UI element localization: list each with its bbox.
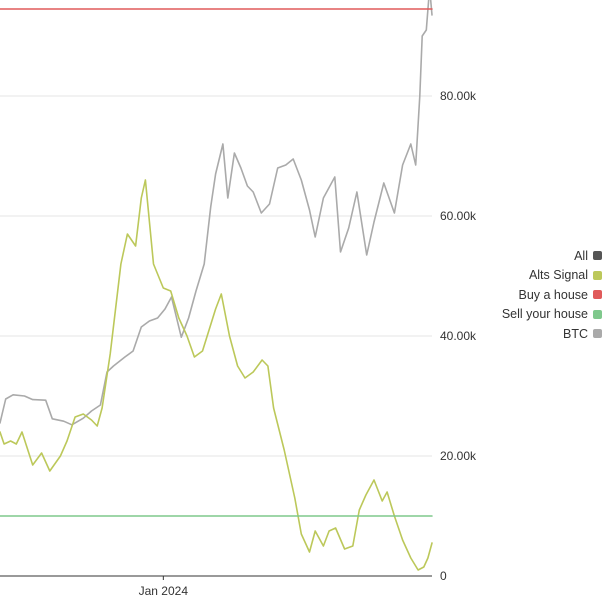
legend-item-buy-a-house[interactable]: Buy a house xyxy=(502,285,602,305)
legend-swatch-alts-signal xyxy=(593,270,602,280)
x-tick-label-jan-2024: Jan 2024 xyxy=(139,584,189,598)
legend-label-sell-your-house: Sell your house xyxy=(501,307,588,322)
gridlines xyxy=(0,95,432,457)
legend-item-btc[interactable]: BTC xyxy=(502,324,602,344)
y-tick-label-60-00k: 60.00k xyxy=(440,209,477,223)
series-line-btc xyxy=(0,0,433,426)
legend-item-sell-your-house[interactable]: Sell your house xyxy=(502,305,602,325)
series-line-alts-signal xyxy=(0,179,433,571)
legend: All Alts Signal Buy a house Sell your ho… xyxy=(502,246,602,344)
legend-item-all[interactable]: All xyxy=(502,246,602,266)
series-layer xyxy=(0,0,433,571)
legend-item-alts-signal[interactable]: Alts Signal xyxy=(502,266,602,286)
legend-swatch-sell-your-house xyxy=(593,309,602,319)
legend-swatch-buy-a-house xyxy=(593,290,602,300)
legend-label-btc: BTC xyxy=(563,326,588,341)
legend-swatch-btc xyxy=(593,329,602,339)
legend-label-alts-signal: Alts Signal xyxy=(528,268,588,283)
legend-swatch-all xyxy=(593,251,602,261)
y-tick-label-80-00k: 80.00k xyxy=(440,89,477,103)
y-tick-label-20-00k: 20.00k xyxy=(440,449,477,463)
y-tick-label-0: 0 xyxy=(440,569,447,583)
y-tick-label-40-00k: 40.00k xyxy=(440,329,477,343)
legend-label-buy-a-house: Buy a house xyxy=(518,287,589,302)
legend-label-all: All xyxy=(574,248,588,263)
axes: 0 20.00k 40.00k 60.00k 80.00k Jan 2024 xyxy=(0,89,477,598)
